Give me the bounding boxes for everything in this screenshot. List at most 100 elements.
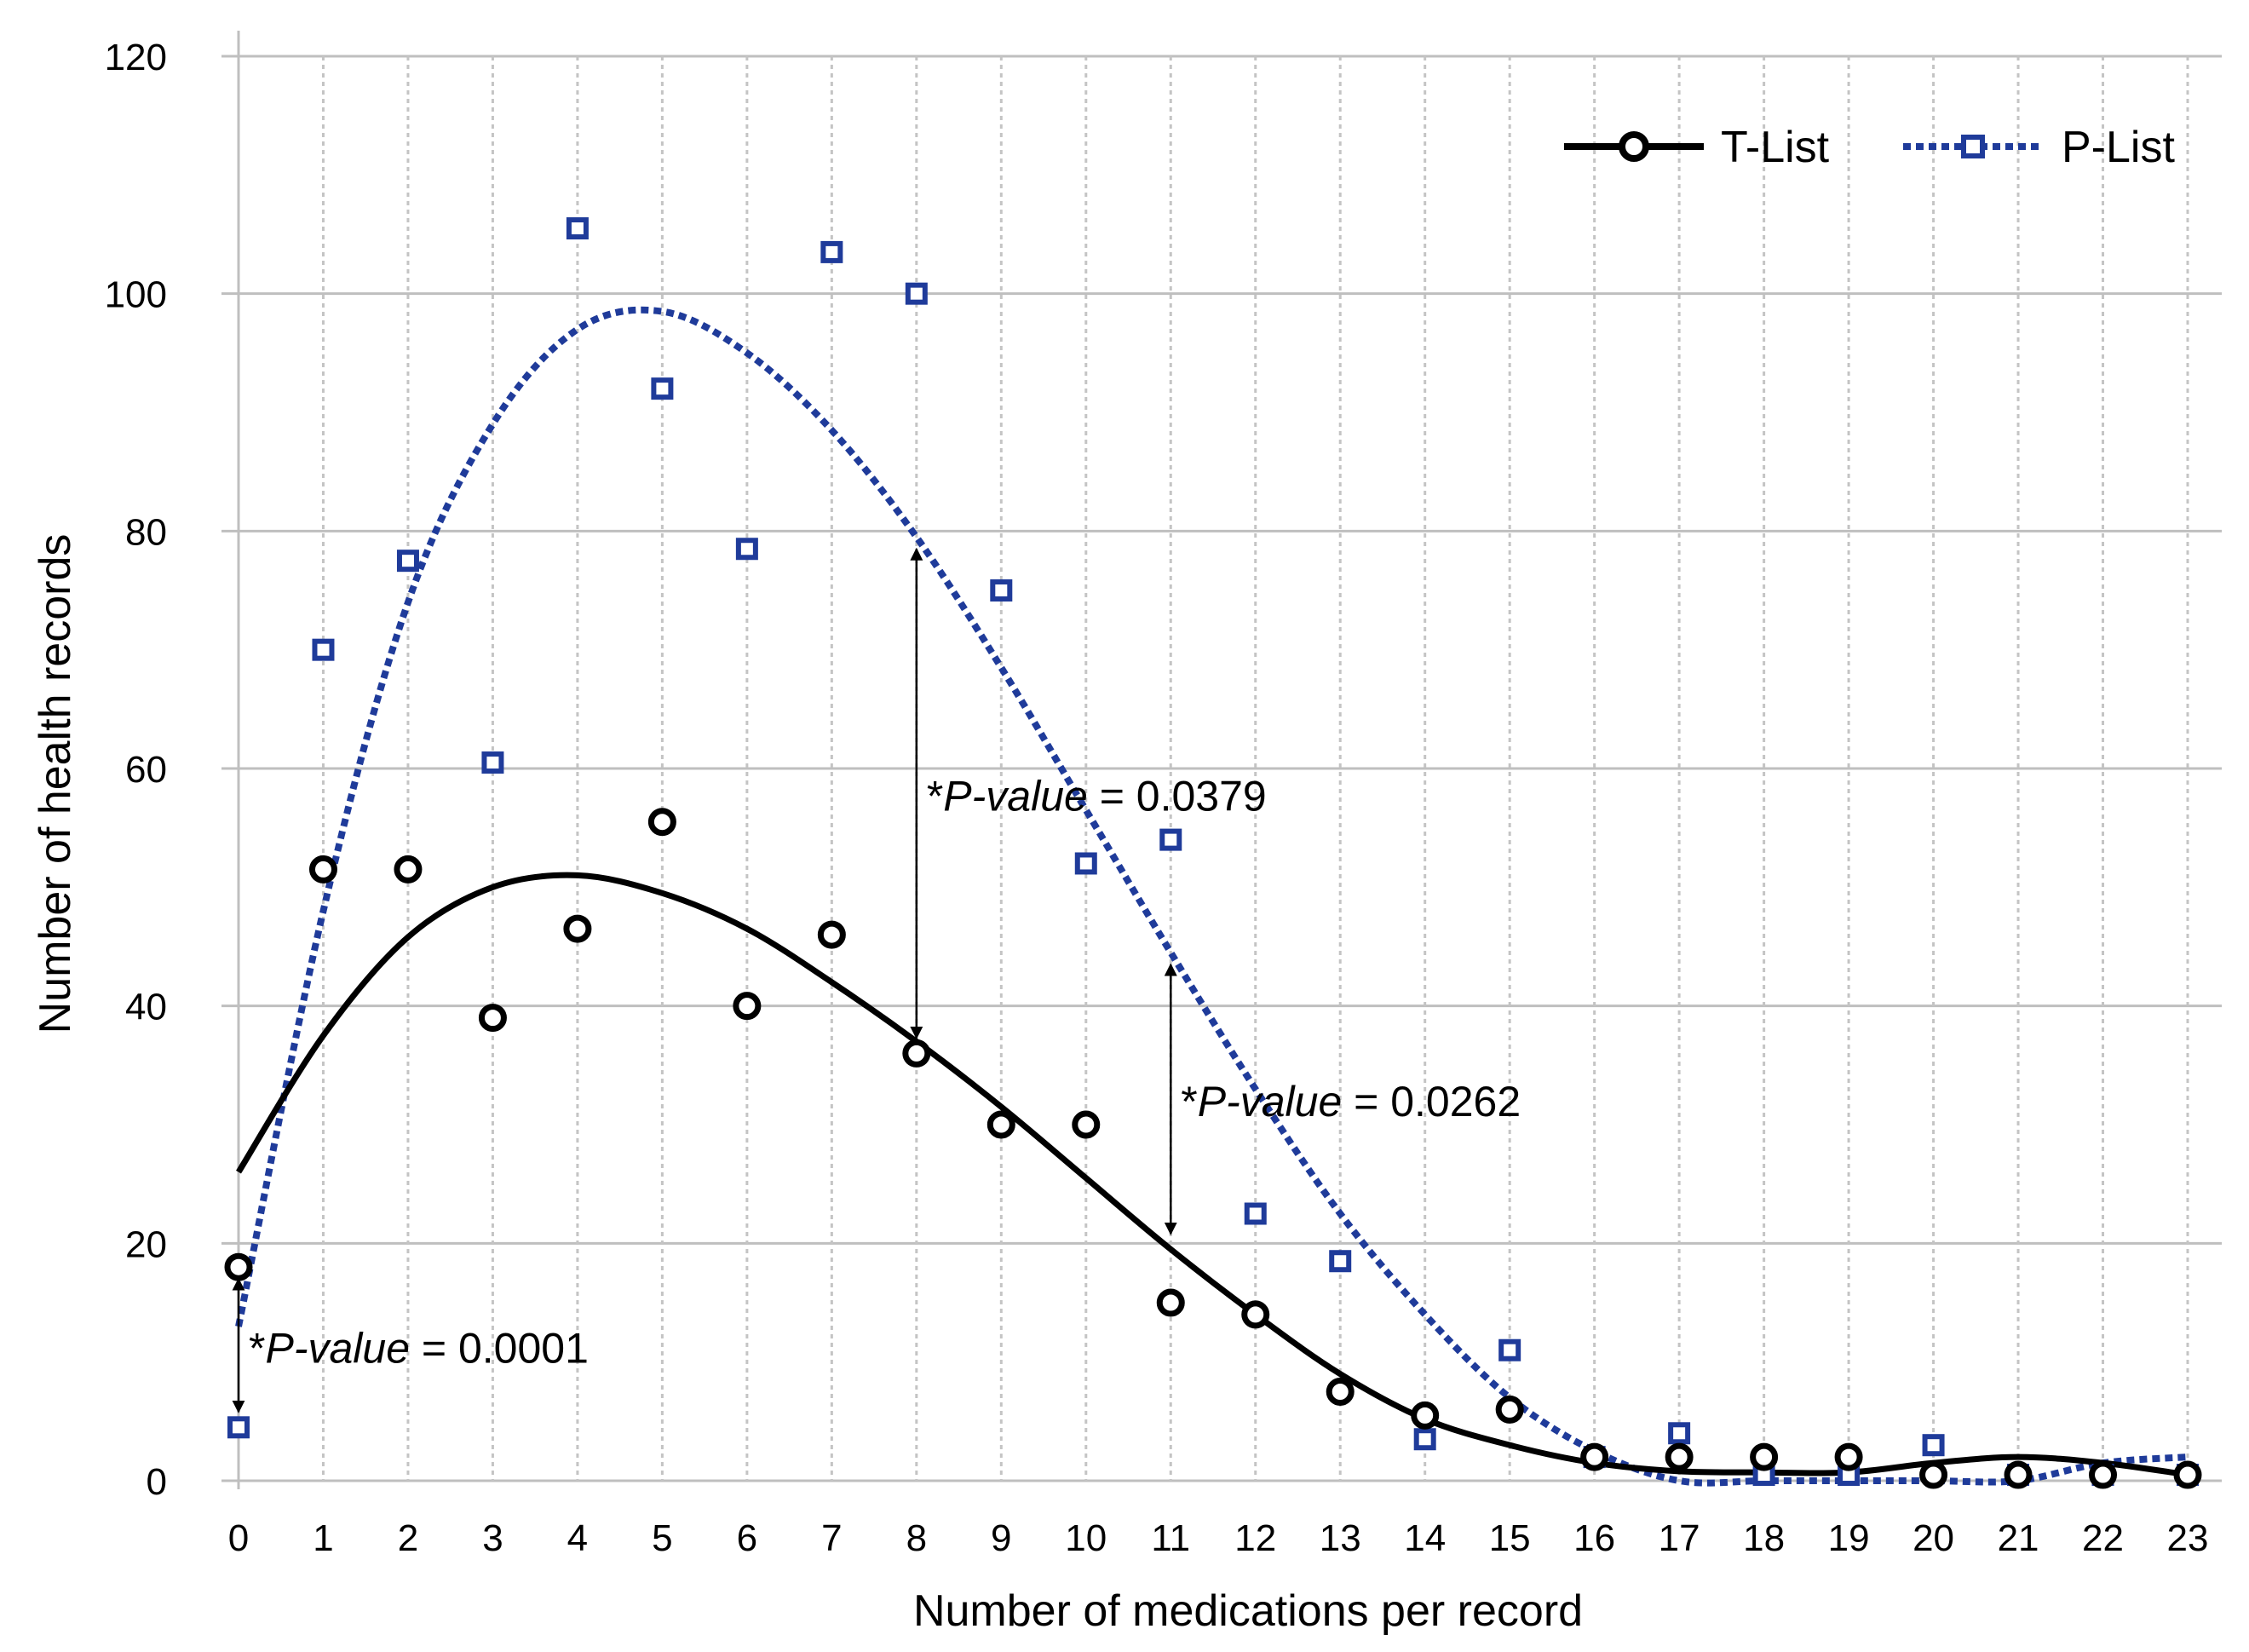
x-tick-label: 1: [313, 1517, 333, 1559]
y-axis-ticks: 0 20 40 60 80 100 120: [105, 37, 167, 1503]
p-list-point: [1922, 1434, 1945, 1457]
legend-label-p-list: P-List: [2062, 123, 2175, 172]
p-value-label: *P-value = 0.0379: [927, 772, 1267, 820]
x-tick-label: 10: [1065, 1517, 1107, 1559]
p-list-point: [651, 377, 674, 400]
x-tick-label: 12: [1234, 1517, 1276, 1559]
legend-item-p-list[interactable]: P-List: [1903, 123, 2175, 172]
t-list-point: [308, 855, 337, 884]
t-list-point: [1750, 1442, 1779, 1471]
p-value-number: = 0.0001: [410, 1324, 589, 1372]
t-list-point: [1411, 1401, 1440, 1430]
p-value-label: *P-value = 0.0262: [1181, 1078, 1521, 1125]
x-tick-label: 14: [1404, 1517, 1446, 1559]
p-list-point: [312, 638, 335, 661]
p-value-italic: P-value: [1198, 1078, 1343, 1125]
p-list-point: [227, 1416, 250, 1439]
x-tick-label: 0: [228, 1517, 249, 1559]
x-tick-label: 13: [1320, 1517, 1361, 1559]
p-list-point: [481, 751, 504, 774]
legend: T-List P-List: [1564, 123, 2175, 172]
x-tick-label: 2: [398, 1517, 418, 1559]
legend-label-t-list: T-List: [1721, 123, 1830, 172]
p-list-point: [566, 217, 589, 240]
p-value-number: = 0.0379: [1088, 772, 1267, 820]
y-tick-label: 40: [125, 987, 167, 1028]
y-axis-title: Number of health records: [31, 534, 80, 1034]
y-tick-label: 80: [125, 511, 167, 553]
x-tick-label: 17: [1659, 1517, 1700, 1559]
x-tick-label: 19: [1828, 1517, 1870, 1559]
trendlines: [235, 306, 2189, 1487]
y-tick-label: 100: [105, 274, 167, 316]
legend-marker-p-list: [1961, 135, 1985, 158]
t-list-point: [1834, 1442, 1863, 1471]
t-list-point: [2173, 1460, 2202, 1489]
p-list-point: [1668, 1422, 1691, 1445]
p-list-point: [1159, 828, 1182, 851]
x-tick-label: 4: [567, 1517, 588, 1559]
y-tick-label: 20: [125, 1223, 167, 1265]
p-value-italic: P-value: [265, 1324, 410, 1372]
x-tick-label: 9: [991, 1517, 1011, 1559]
p-list-trendline: [235, 306, 2189, 1487]
t-list-trendline: [236, 872, 2189, 1478]
y-tick-label: 120: [105, 37, 167, 78]
t-list-point: [733, 992, 762, 1021]
t-list-point: [478, 1004, 507, 1033]
p-value-prefix: *: [1181, 1078, 1197, 1125]
t-list-point: [224, 1252, 253, 1281]
t-list-point: [647, 808, 676, 837]
x-axis-title: Number of medications per record: [913, 1586, 1583, 1636]
legend-item-t-list[interactable]: T-List: [1564, 123, 1830, 172]
y-tick-label: 60: [125, 749, 167, 791]
t-list-point: [1665, 1442, 1694, 1471]
x-axis-ticks: 0 1 2 3 4 5 6 7 8 9 10 11 12 13 14 15 16 17 18 19 20 21 22 23: [228, 1517, 2209, 1559]
x-tick-label: 6: [737, 1517, 757, 1559]
x-tick-label: 16: [1573, 1517, 1615, 1559]
annotations: *P-value = 0.0001*P-value = 0.0379*P-val…: [232, 547, 1521, 1413]
legend-marker-t-list: [1619, 131, 1649, 162]
y-tick-label: 0: [147, 1461, 167, 1503]
p-list-point: [1074, 852, 1097, 875]
x-tick-label: 21: [1998, 1517, 2039, 1559]
t-list-point: [2089, 1460, 2118, 1489]
t-list-point: [1326, 1378, 1355, 1406]
x-tick-label: 8: [906, 1517, 927, 1559]
t-list-point: [902, 1039, 931, 1068]
grid: [221, 31, 2222, 1489]
p-list-point: [1329, 1250, 1352, 1273]
t-list-point: [1919, 1460, 1948, 1489]
x-tick-label: 5: [652, 1517, 672, 1559]
p-value-number: = 0.0262: [1342, 1078, 1521, 1125]
p-value-prefix: *: [249, 1324, 265, 1372]
x-tick-label: 22: [2082, 1517, 2124, 1559]
x-tick-label: 15: [1489, 1517, 1531, 1559]
x-tick-label: 11: [1151, 1517, 1190, 1559]
t-list-point: [1156, 1288, 1185, 1317]
p-value-italic: P-value: [943, 772, 1088, 820]
p-list-point: [990, 579, 1013, 602]
t-list-point: [1072, 1110, 1101, 1139]
t-list-point: [817, 920, 846, 949]
p-list-point: [1244, 1202, 1267, 1225]
x-tick-label: 18: [1743, 1517, 1785, 1559]
t-list-point: [394, 855, 423, 884]
p-list-point: [1498, 1338, 1521, 1361]
p-list-point: [820, 240, 843, 263]
x-tick-label: 23: [2167, 1517, 2209, 1559]
x-tick-label: 3: [482, 1517, 503, 1559]
p-list-point: [1413, 1428, 1436, 1451]
p-list-point: [905, 282, 928, 305]
t-list-point: [1580, 1442, 1609, 1471]
x-tick-label: 20: [1913, 1517, 1954, 1559]
p-value-prefix: *: [927, 772, 943, 820]
p-value-label: *P-value = 0.0001: [249, 1324, 589, 1372]
x-tick-label: 7: [821, 1517, 842, 1559]
t-list-point: [986, 1110, 1015, 1139]
t-list-point: [1495, 1395, 1524, 1424]
p-list-point: [735, 538, 758, 561]
t-list-point: [563, 914, 592, 943]
t-list-point: [2004, 1460, 2033, 1489]
